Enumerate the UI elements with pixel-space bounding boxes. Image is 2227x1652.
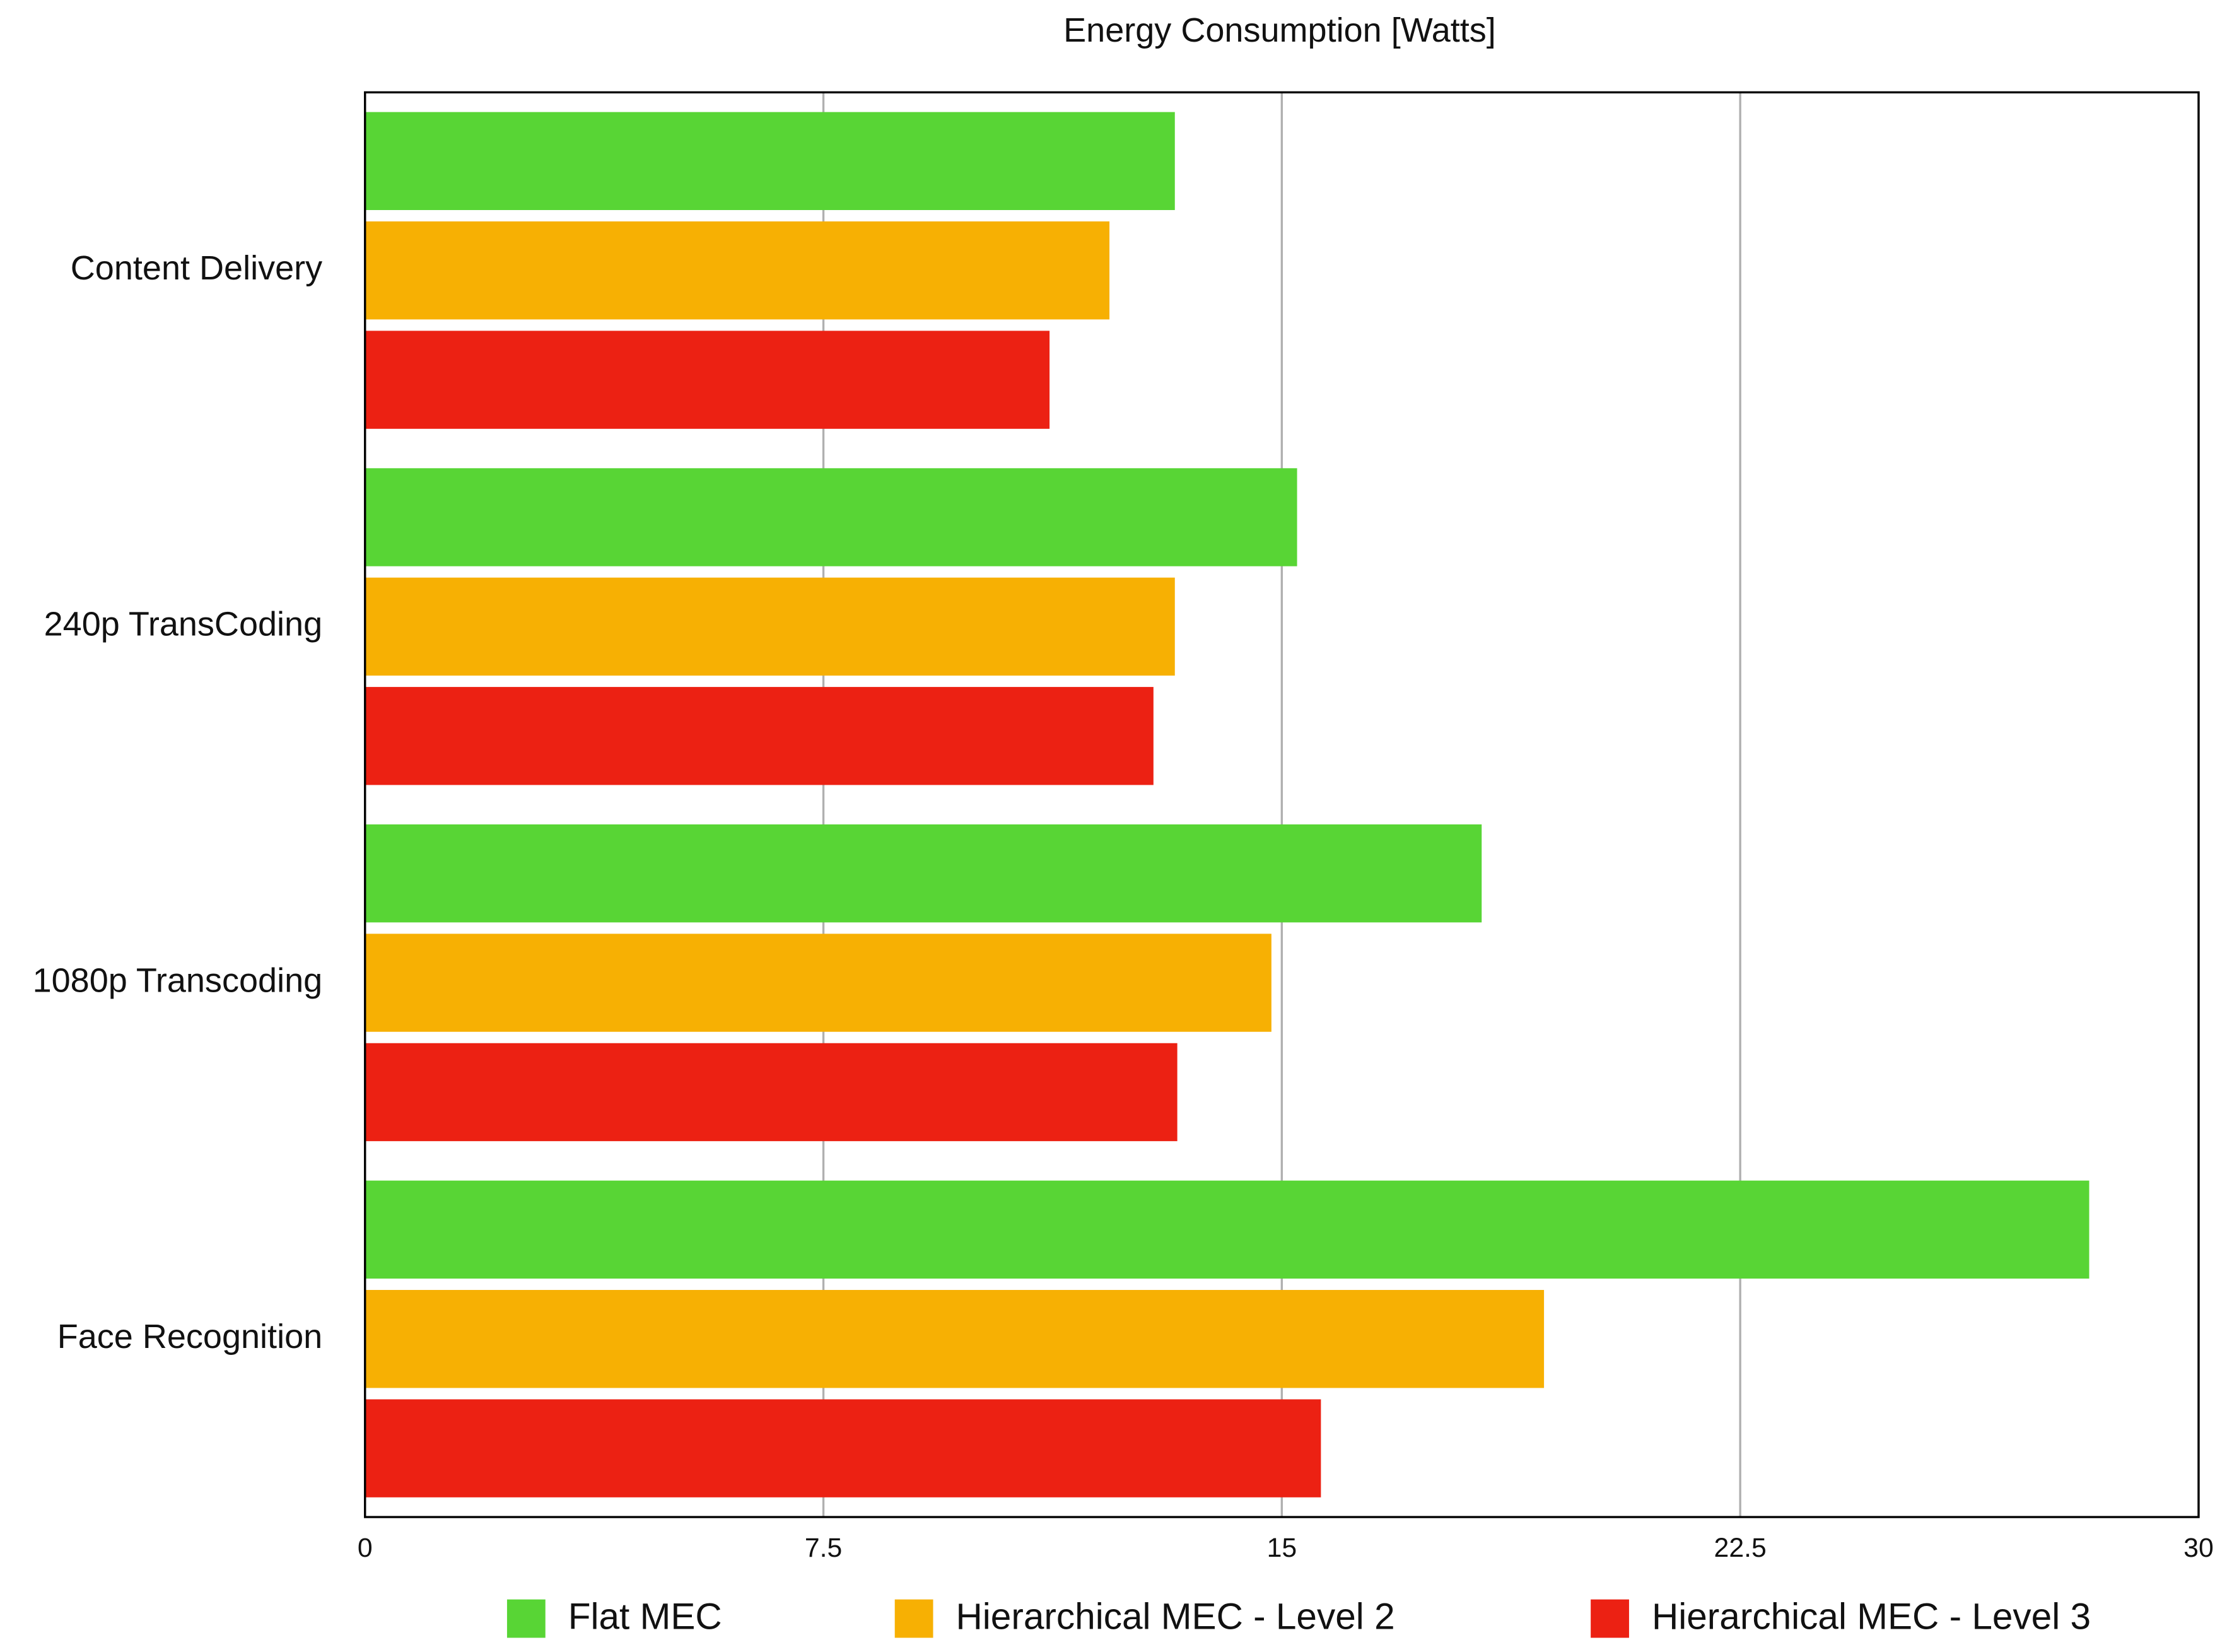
bar <box>365 468 1297 566</box>
x-tick-label: 30 <box>2183 1533 2214 1563</box>
bars <box>365 112 2090 1497</box>
plot-frame <box>364 91 2200 1518</box>
y-tick-label: 1080p Transcoding <box>33 961 323 999</box>
legend-swatch <box>1591 1599 1629 1638</box>
legend-swatch <box>506 1599 546 1638</box>
y-tick-label: 240p TransCoding <box>44 606 323 643</box>
bar <box>365 1399 1321 1497</box>
x-tick-label: 15 <box>1267 1533 1297 1563</box>
chart-title: Energy Consumption [Watts] <box>1063 11 1496 49</box>
bar <box>365 331 1050 429</box>
legend-label: Hierarchical MEC - Level 2 <box>956 1596 1395 1637</box>
y-tick-label: Content Delivery <box>71 249 322 287</box>
labels: 0 7.5 15 22.5 30 Content Delivery 240p TransCo… <box>33 249 2214 1638</box>
legend-swatch <box>894 1599 933 1638</box>
legend-label: Hierarchical MEC - Level 3 <box>1652 1596 2091 1637</box>
bar <box>365 577 1175 676</box>
bar <box>365 112 1175 211</box>
bar <box>365 687 1154 785</box>
bar <box>365 1290 1545 1388</box>
bar <box>365 1180 2090 1279</box>
bar <box>365 1043 1178 1142</box>
x-tick-label: 0 <box>358 1533 373 1563</box>
bar <box>365 934 1271 1032</box>
bar <box>365 221 1110 320</box>
y-tick-label: Face Recognition <box>57 1318 322 1356</box>
x-tick-label: 7.5 <box>805 1533 842 1563</box>
bar <box>365 824 1482 923</box>
x-tick-label: 22.5 <box>1714 1533 1767 1563</box>
legend-label: Flat MEC <box>568 1596 722 1637</box>
